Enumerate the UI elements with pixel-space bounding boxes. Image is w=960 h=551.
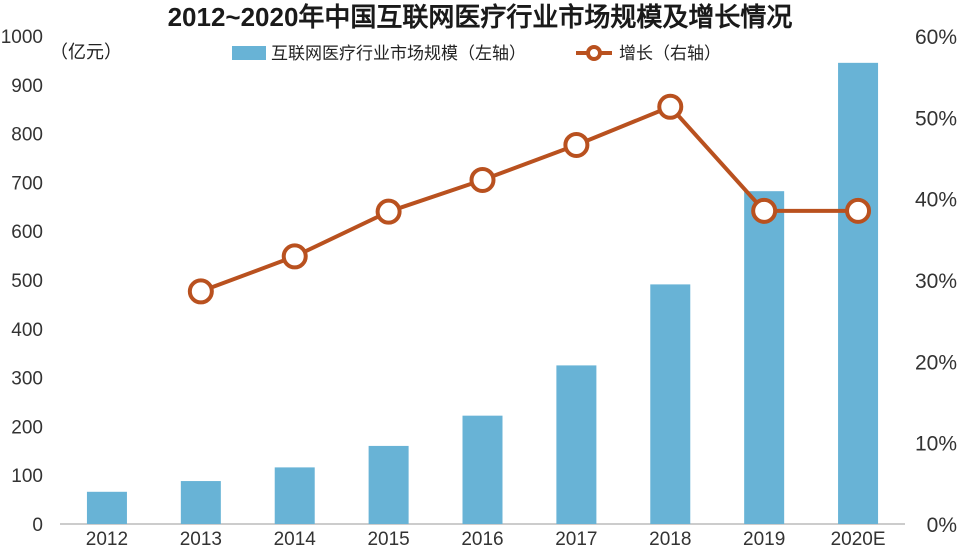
legend-line-marker [586, 45, 602, 61]
y2-axis-tick-label: 50% [915, 107, 957, 130]
y-axis-unit-label: （亿元） [50, 42, 122, 62]
x-axis-tick-label: 2016 [461, 529, 503, 546]
y-axis-tick-label: 0 [32, 515, 43, 536]
y-axis-tick-label: 500 [11, 271, 43, 292]
growth-point [845, 197, 872, 224]
legend-line-label: 增长（右轴） [619, 44, 721, 63]
x-axis-tick-label: 2017 [555, 529, 597, 546]
x-axis-tick-label: 2020E [831, 529, 886, 546]
growth-point [375, 198, 402, 225]
bar [744, 191, 785, 524]
y2-axis-tick-label: 60% [915, 26, 957, 49]
growth-line [200, 104, 859, 294]
y2-axis-tick-label: 20% [915, 351, 957, 374]
growth-point [563, 131, 590, 158]
y2-axis-tick-label: 10% [915, 433, 957, 456]
plot-area: 0 100 200 300 400 500 600 700 800 900 1000 0% 10% 20%… [1, 26, 957, 550]
growth-point [751, 197, 778, 224]
bar [368, 445, 409, 524]
y2-axis-tick-label: 40% [915, 189, 957, 212]
y-axis-tick-label: 700 [11, 173, 43, 194]
growth-point [187, 278, 214, 305]
y-axis-tick-label: 400 [11, 320, 43, 341]
y2-axis-tick-label: 0% [927, 514, 957, 537]
y-axis-tick-label: 200 [11, 417, 43, 438]
bar [274, 467, 315, 524]
growth-point [469, 166, 496, 193]
x-axis-tick-label: 2018 [649, 529, 691, 546]
bar [180, 481, 221, 524]
legend-bar-swatch [232, 46, 266, 60]
x-axis-tick-label: 2019 [743, 529, 785, 546]
chart-title: 2012~2020年中国互联网医疗行业市场规模及增长情况 [168, 2, 793, 32]
y-axis-tick-label: 600 [11, 222, 43, 243]
y-axis-tick-label: 1000 [1, 27, 43, 48]
growth-point [657, 93, 684, 120]
bar [556, 365, 597, 524]
x-axis-tick-label: 2015 [367, 529, 409, 546]
y-axis-tick-label: 100 [11, 466, 43, 487]
y-axis-tick-label: 800 [11, 125, 43, 146]
x-axis-tick-label: 2014 [274, 529, 317, 546]
growth-point [281, 243, 308, 270]
legend-bar-label: 互联网医疗行业市场规模（左轴） [271, 44, 526, 63]
bar [462, 415, 503, 524]
legend: 互联网医疗行业市场规模（左轴） 增长（右轴） [232, 44, 721, 63]
bar [650, 284, 691, 524]
bar [86, 491, 127, 524]
x-axis-tick-label: 2013 [180, 529, 222, 546]
y-axis-tick-label: 900 [11, 76, 43, 97]
y2-axis-tick-label: 30% [915, 270, 957, 293]
bar [838, 62, 879, 525]
y-axis-tick-label: 300 [11, 369, 43, 390]
x-axis-tick-label: 2012 [86, 529, 128, 546]
